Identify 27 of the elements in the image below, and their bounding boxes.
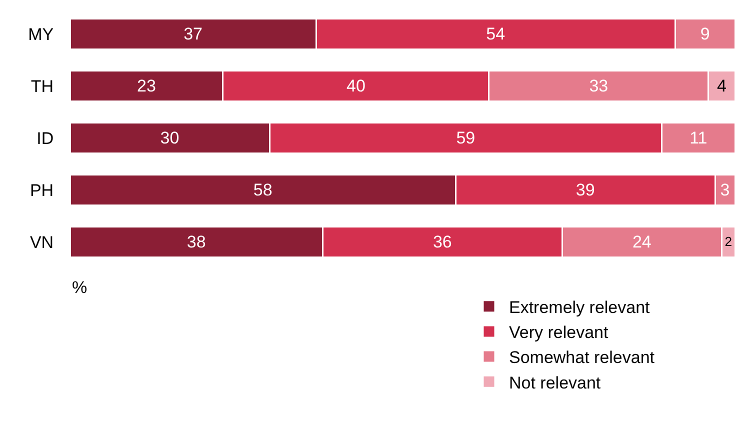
text: %	[72, 278, 88, 297]
data-label: 58	[253, 180, 272, 200]
data-label: 36	[432, 232, 452, 252]
data-label: 23	[137, 76, 156, 96]
y-tick-label: PH	[30, 180, 54, 200]
data-label: 54	[486, 24, 506, 44]
data-label: 9	[700, 24, 710, 44]
data-label: 24	[632, 232, 652, 252]
data-label: 3	[720, 180, 730, 200]
legend-label: Very relevant	[509, 323, 608, 342]
data-label: 59	[456, 128, 476, 148]
data-label: 30	[160, 128, 180, 148]
legend-label: Extremely relevant	[509, 298, 650, 317]
data-label: 2	[724, 234, 732, 250]
data-label: 38	[186, 232, 206, 252]
data-label: 11	[690, 128, 708, 148]
y-tick-label: ID	[36, 128, 54, 148]
data-label: 33	[589, 76, 608, 96]
y-tick-label: VN	[30, 232, 54, 252]
data-label: 4	[716, 76, 726, 96]
y-tick-label: TH	[30, 76, 54, 96]
data-label: 40	[346, 76, 366, 96]
data-label: 39	[576, 180, 595, 200]
data-label: 37	[184, 24, 202, 44]
y-tick-label: MY	[28, 24, 54, 44]
legend-label: Not relevant	[509, 373, 601, 392]
legend-label: Somewhat relevant	[509, 348, 655, 368]
